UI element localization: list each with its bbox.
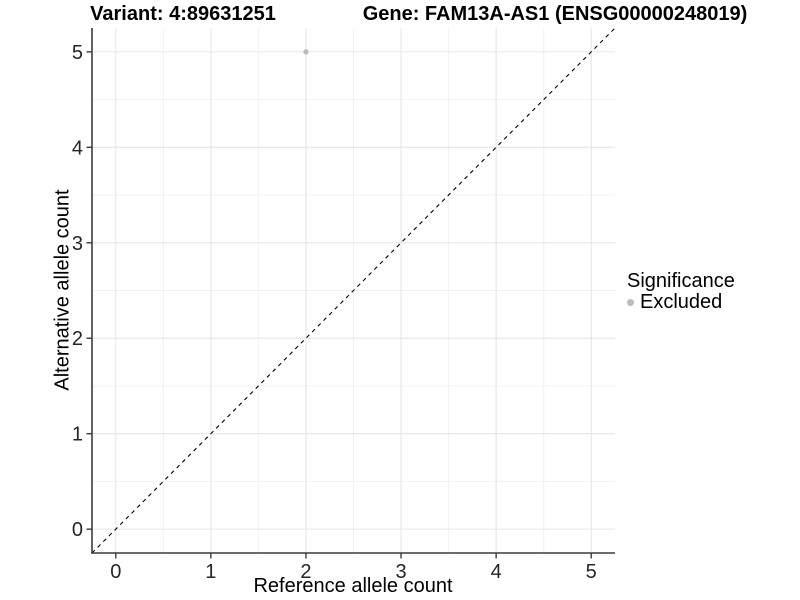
identity-line [91,27,616,554]
y-axis-title: Alternative allele count [51,189,74,391]
plot-title-gene: Gene: FAM13A-AS1 (ENSG00000248019) [362,3,748,25]
excluded-point-icon [627,299,634,306]
x-tick-label-5: 5 [586,561,597,583]
y-tick-label-4: 4 [72,137,83,159]
x-axis-title: Reference allele count [253,575,453,597]
legend-title: Significance [627,270,735,292]
y-tick-label-1: 1 [72,424,83,446]
legend: Significance Excluded [627,271,735,313]
plot-title-variant: Variant: 4:89631251 [90,3,276,25]
y-tick-label-3: 3 [72,233,83,255]
legend-item-label: Excluded [640,291,723,313]
x-tick-label-3: 3 [395,561,406,583]
legend-item-excluded: Excluded [627,292,735,313]
x-tick-label-4: 4 [491,561,502,583]
y-tick-label-5: 5 [72,42,83,64]
data-point-0 [303,49,309,55]
y-tick-label-0: 0 [72,519,83,541]
x-tick-label-1: 1 [205,561,216,583]
y-tick-label-2: 2 [72,328,83,350]
x-tick-label-0: 0 [110,561,121,583]
x-tick-label-2: 2 [300,561,311,583]
